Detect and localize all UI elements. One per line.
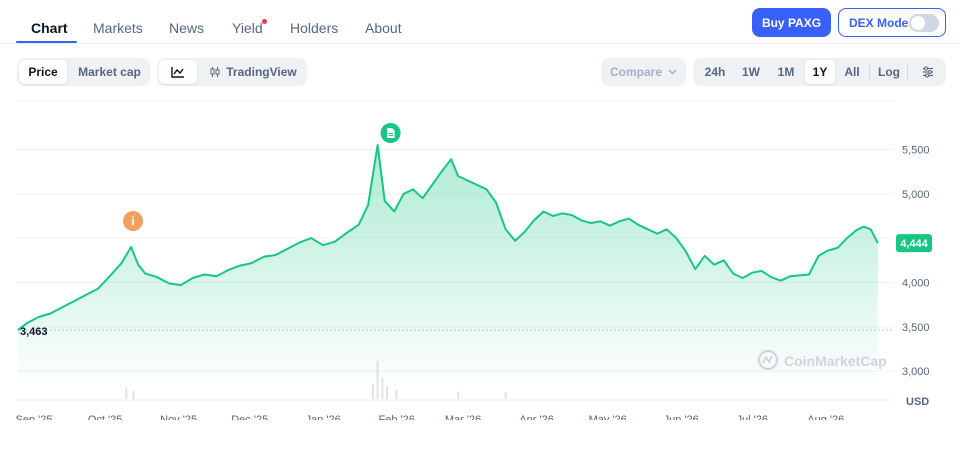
settings-button[interactable] xyxy=(913,60,943,84)
sliders-icon xyxy=(923,66,933,78)
price-area xyxy=(18,145,878,380)
watermark-text: CoinMarketCap xyxy=(784,353,887,369)
y-tick-label: 5,000 xyxy=(902,189,930,201)
top-nav: Chart Markets News Yield Holders About B… xyxy=(0,0,960,44)
toggle-knob xyxy=(911,16,925,30)
x-tick-label: Jul '26 xyxy=(737,414,768,420)
document-icon[interactable] xyxy=(380,123,401,143)
x-tick-label: Nov '25 xyxy=(160,414,197,420)
current-price-badge xyxy=(896,234,932,253)
compare-label: Compare xyxy=(609,65,662,79)
tab-holders[interactable]: Holders xyxy=(290,20,339,36)
chart-style-switcher: TradingView xyxy=(157,58,307,86)
info-marker-glyph: i xyxy=(131,215,134,229)
candlestick-icon xyxy=(210,67,220,77)
dex-mode-toggle[interactable]: DEX Mode xyxy=(838,8,946,37)
metric-switcher: Price Market cap xyxy=(17,58,150,86)
compare-dropdown[interactable]: Compare xyxy=(601,58,686,86)
toolbar-divider xyxy=(907,65,908,79)
buy-button[interactable]: Buy PAXG xyxy=(752,8,831,37)
tab-news[interactable]: News xyxy=(169,20,205,36)
range-1m[interactable]: 1M xyxy=(777,65,795,79)
x-tick-label: Sep '25 xyxy=(16,414,53,420)
start-price-label: 3,463 xyxy=(20,326,48,338)
y-tick-label: 3,500 xyxy=(902,322,930,334)
x-tick-label: Jan '26 xyxy=(306,414,341,420)
x-tick-label: Mar '26 xyxy=(445,414,481,420)
log-scale-button[interactable]: Log xyxy=(878,65,900,79)
price-chart-svg: 3,000 3,500 4,000 5,000 5,500 Sep '25 Oct '25 N… xyxy=(16,100,932,426)
x-tick-label: Aug '26 xyxy=(807,414,844,420)
toolbar-divider xyxy=(869,65,870,79)
volume-bar xyxy=(125,387,128,399)
x-tick-label: Feb '26 xyxy=(379,414,415,420)
tradingview-button[interactable]: TradingView xyxy=(203,60,303,84)
line-chart-icon xyxy=(171,67,184,78)
volume-bar xyxy=(457,391,460,399)
x-tick-label: Jun '26 xyxy=(664,414,699,420)
volume-bar xyxy=(132,390,135,399)
y-tick-label: 3,000 xyxy=(902,366,930,378)
line-chart-button[interactable] xyxy=(159,60,197,84)
price-line xyxy=(17,144,879,331)
toggle-switch[interactable] xyxy=(909,14,939,32)
volume-bar xyxy=(386,385,389,399)
price-chart[interactable]: 3,000 3,500 4,000 5,000 5,500 Sep '25 Oct '25 N… xyxy=(0,100,960,426)
marketcap-tab[interactable]: Market cap xyxy=(78,65,141,79)
x-tick-label: May '26 xyxy=(589,414,627,420)
info-icon[interactable]: i xyxy=(123,211,144,231)
y-tick-label: 5,500 xyxy=(902,144,930,156)
time-range-switcher: 24h 1W 1M 1Y All Log xyxy=(693,58,946,86)
current-price-label: 4,444 xyxy=(900,238,928,250)
range-24h[interactable]: 24h xyxy=(704,65,726,79)
notification-dot xyxy=(262,19,267,24)
volume-bar xyxy=(381,378,384,399)
x-tick-label: Apr '26 xyxy=(519,414,554,420)
tab-about[interactable]: About xyxy=(365,20,402,36)
price-tab[interactable]: Price xyxy=(19,60,67,84)
active-tab-indicator xyxy=(16,41,77,43)
y-tick-label: 4,000 xyxy=(902,277,930,289)
x-tick-label: Dec '25 xyxy=(231,414,268,420)
range-1y[interactable]: 1Y xyxy=(805,60,835,84)
volume-bar xyxy=(371,383,374,399)
tab-markets[interactable]: Markets xyxy=(93,20,143,36)
dex-mode-label: DEX Mode xyxy=(849,15,909,30)
tab-chart[interactable]: Chart xyxy=(31,20,68,36)
info-marker-circle xyxy=(123,211,144,231)
chevron-down-icon xyxy=(668,69,677,75)
tab-yield[interactable]: Yield xyxy=(232,20,263,36)
range-1w[interactable]: 1W xyxy=(742,65,760,79)
currency-label: USD xyxy=(906,396,929,408)
volume-bar xyxy=(504,392,507,399)
x-tick-label: Oct '25 xyxy=(88,414,123,420)
coinmarketcap-watermark: CoinMarketCap xyxy=(757,349,887,371)
tradingview-label: TradingView xyxy=(226,65,297,79)
volume-bar xyxy=(395,389,398,399)
range-all[interactable]: All xyxy=(844,65,860,79)
